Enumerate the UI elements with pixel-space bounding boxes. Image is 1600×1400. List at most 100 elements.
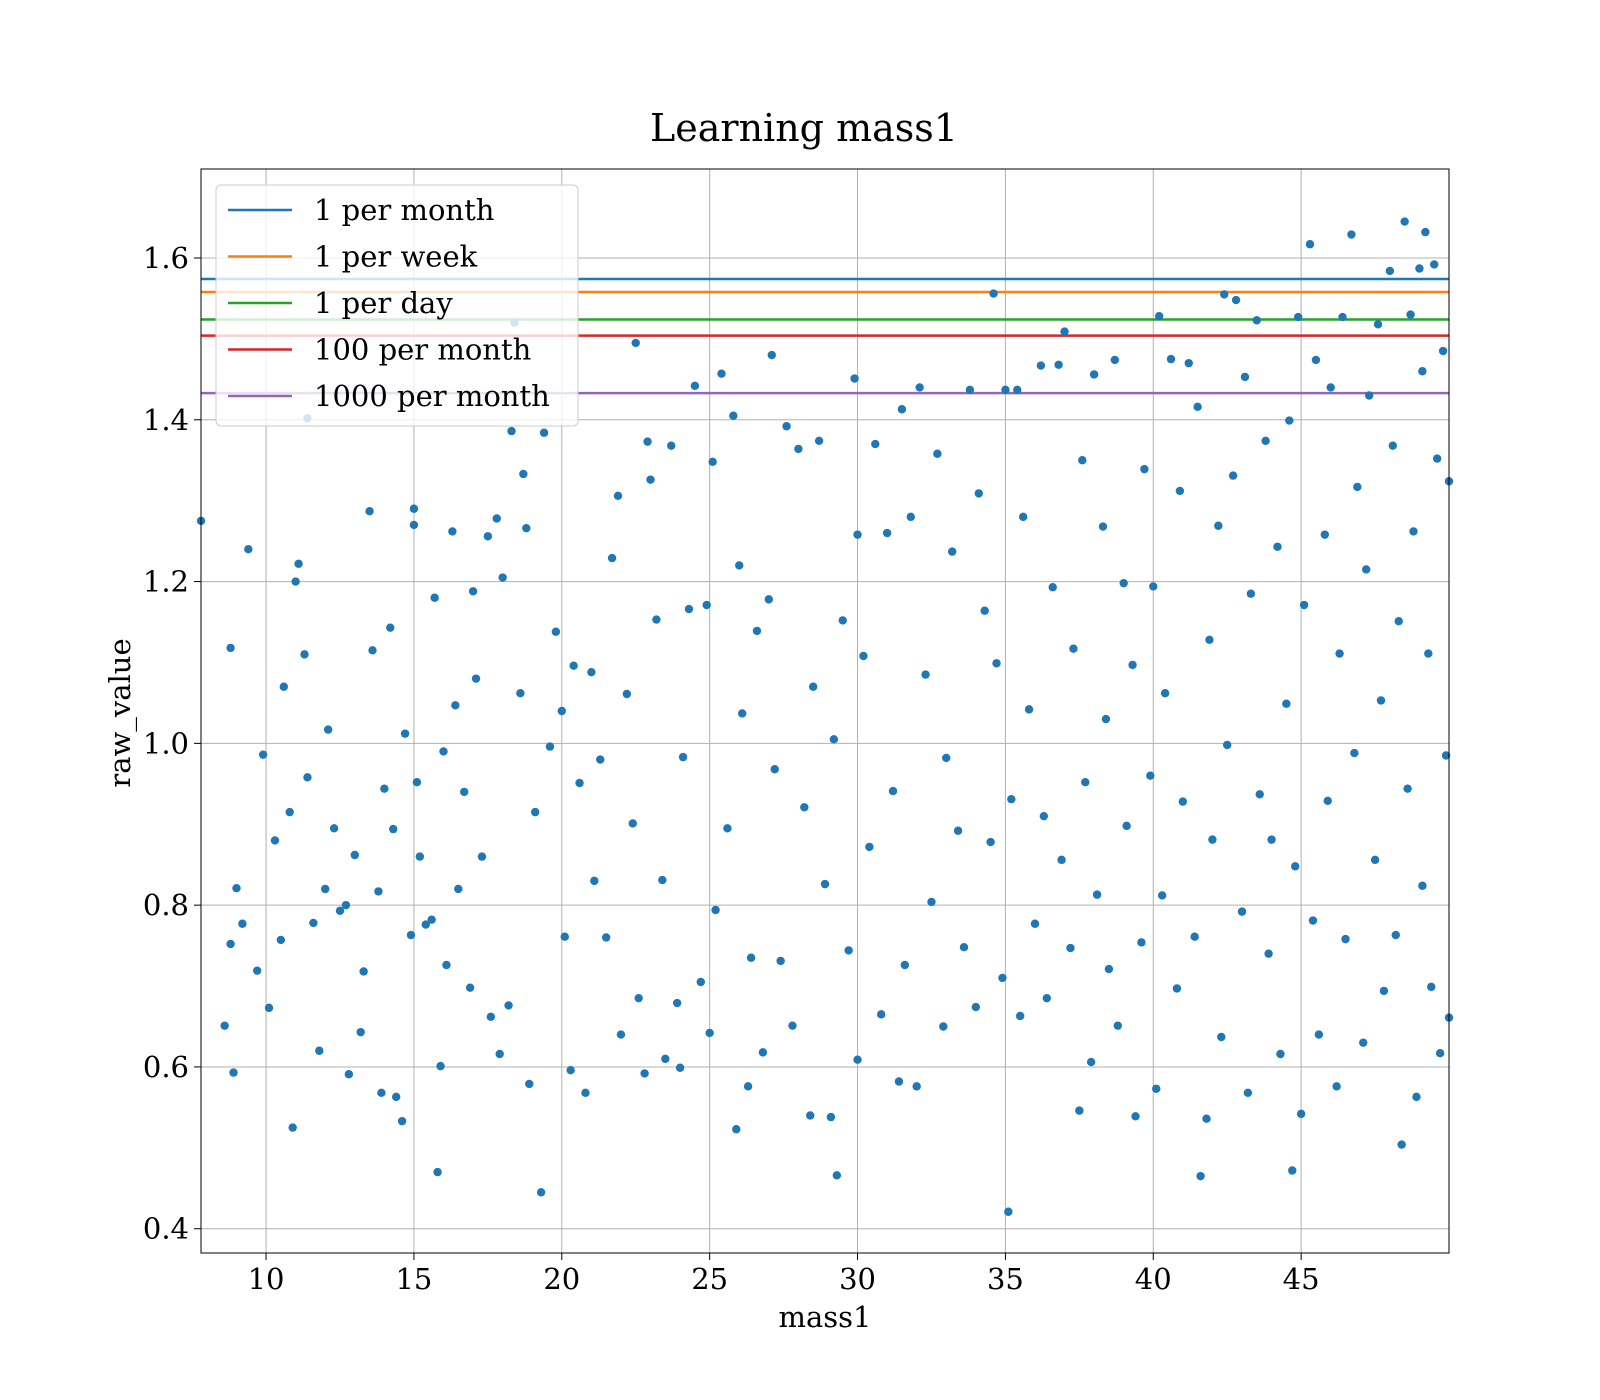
data-point [1013, 385, 1022, 395]
data-point [1042, 993, 1052, 1003]
data-point [1285, 416, 1294, 425]
data-point [646, 475, 655, 484]
data-point [1202, 1114, 1211, 1123]
data-point [1240, 372, 1250, 382]
data-point [495, 1049, 504, 1059]
data-point [1060, 327, 1069, 336]
data-point [498, 573, 507, 582]
data-point [220, 1021, 229, 1030]
data-point [397, 1116, 407, 1126]
data-point [244, 545, 253, 554]
data-point [1373, 320, 1383, 329]
data-point [1231, 295, 1241, 305]
data-point [522, 523, 531, 533]
data-point [264, 1003, 274, 1013]
plot-frame [200, 168, 1450, 1254]
data-point [1359, 1038, 1368, 1047]
data-point [1391, 930, 1400, 940]
data-point [1175, 486, 1185, 496]
data-point [1193, 402, 1202, 412]
data-point [776, 956, 785, 966]
data-point [1288, 1166, 1297, 1175]
data-point [640, 1069, 649, 1078]
data-point [356, 1027, 365, 1037]
y-tick-label: 1.6 [143, 241, 189, 275]
data-point [729, 411, 738, 420]
data-point [442, 960, 451, 970]
data-point [826, 1112, 836, 1122]
data-point [1196, 1171, 1205, 1181]
scatter-points [196, 217, 1454, 1216]
data-point [454, 884, 463, 894]
data-point [536, 1188, 546, 1197]
data-point [1066, 943, 1075, 953]
data-point [1314, 1030, 1324, 1039]
data-point [1018, 512, 1028, 522]
data-point [288, 1123, 297, 1132]
data-point [1217, 1032, 1226, 1042]
data-point [430, 593, 439, 602]
data-point [1388, 441, 1398, 450]
x-tick-label: 35 [987, 1262, 1024, 1296]
data-point [409, 520, 419, 530]
data-point [912, 1082, 921, 1091]
data-point [569, 661, 578, 670]
y-axis-label: raw_value [103, 638, 138, 787]
legend: 1 per month 1 per week 1 per day 100 per mo… [215, 184, 579, 427]
data-point [1057, 855, 1066, 865]
data-point [1110, 355, 1120, 365]
data-point [1326, 383, 1335, 392]
data-point [1438, 346, 1448, 356]
data-point [341, 900, 351, 910]
data-point [915, 383, 924, 392]
data-point [406, 930, 416, 940]
data-point [276, 935, 286, 945]
data-point [1424, 649, 1433, 658]
legend-label: 1 per day [314, 286, 453, 320]
data-point [770, 765, 779, 774]
data-point [959, 943, 969, 952]
data-point [992, 659, 1001, 668]
data-point [1282, 699, 1291, 708]
data-point [439, 747, 448, 756]
data-point [1131, 1112, 1140, 1121]
data-point [980, 606, 989, 615]
data-point [1069, 644, 1078, 653]
data-point [1246, 589, 1256, 598]
data-point [859, 651, 868, 661]
data-point [226, 643, 235, 653]
data-point [1113, 1021, 1122, 1030]
data-point [232, 883, 241, 893]
data-point [658, 875, 667, 885]
data-point [634, 993, 643, 1003]
data-point [359, 967, 368, 976]
data-point [853, 530, 862, 539]
data-point [1427, 982, 1436, 992]
data-point [525, 1079, 534, 1089]
data-point [838, 616, 847, 625]
data-point [1166, 354, 1176, 364]
data-point [1228, 471, 1238, 480]
data-point [1160, 689, 1170, 698]
data-point [1128, 660, 1137, 670]
data-point [1190, 932, 1199, 941]
data-point [1323, 796, 1332, 805]
y-tick-label: 1.2 [143, 565, 189, 599]
data-point [1296, 1109, 1306, 1119]
data-point [942, 753, 951, 763]
data-point [767, 350, 776, 360]
data-point [451, 701, 460, 710]
data-point [596, 755, 605, 764]
data-point [1214, 521, 1223, 530]
data-point [380, 784, 389, 793]
data-point [468, 587, 478, 596]
data-point [871, 439, 880, 449]
data-point [386, 623, 395, 632]
data-point [1406, 310, 1415, 319]
data-point [1267, 835, 1276, 844]
data-point [1101, 714, 1111, 724]
x-tick-label: 40 [1135, 1262, 1172, 1296]
data-point [732, 1125, 741, 1134]
data-point [368, 646, 377, 655]
data-point [622, 689, 632, 699]
